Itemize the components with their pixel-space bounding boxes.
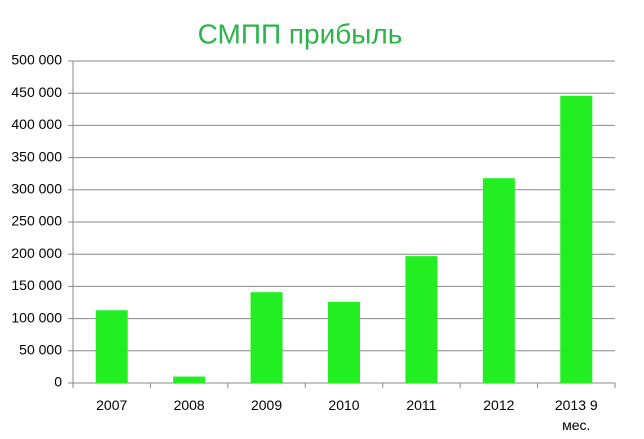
x-tick-label: 2012 (483, 397, 515, 413)
x-tick-label: 2008 (173, 397, 205, 413)
y-tick-label: 50 000 (19, 342, 62, 358)
y-tick-label: 450 000 (11, 84, 62, 100)
bar (173, 376, 206, 383)
chart-title: СМПП прибыль (198, 18, 403, 49)
y-tick-label: 100 000 (11, 309, 62, 325)
x-tick-label: 2007 (96, 397, 128, 413)
y-tick-label: 0 (54, 374, 62, 390)
y-tick-label: 500 000 (11, 52, 62, 68)
x-tick-label: 2011 (406, 397, 437, 413)
x-tick-label: 2013 9 мес. (554, 397, 598, 433)
bar (250, 292, 283, 383)
bar (328, 301, 360, 383)
x-tick-label: 2009 (250, 397, 283, 413)
bar (560, 95, 593, 383)
y-tick-label: 350 000 (11, 148, 62, 164)
bar (482, 178, 515, 383)
bar (95, 310, 128, 383)
x-tick-label: 2010 (328, 397, 360, 413)
y-tick-label: 400 000 (11, 116, 62, 132)
y-tick-label: 200 000 (11, 245, 62, 261)
bar (405, 256, 438, 383)
y-tick-label: 150 000 (11, 277, 62, 293)
y-tick-label: 300 000 (11, 181, 62, 197)
y-tick-label: 250 000 (11, 213, 62, 229)
